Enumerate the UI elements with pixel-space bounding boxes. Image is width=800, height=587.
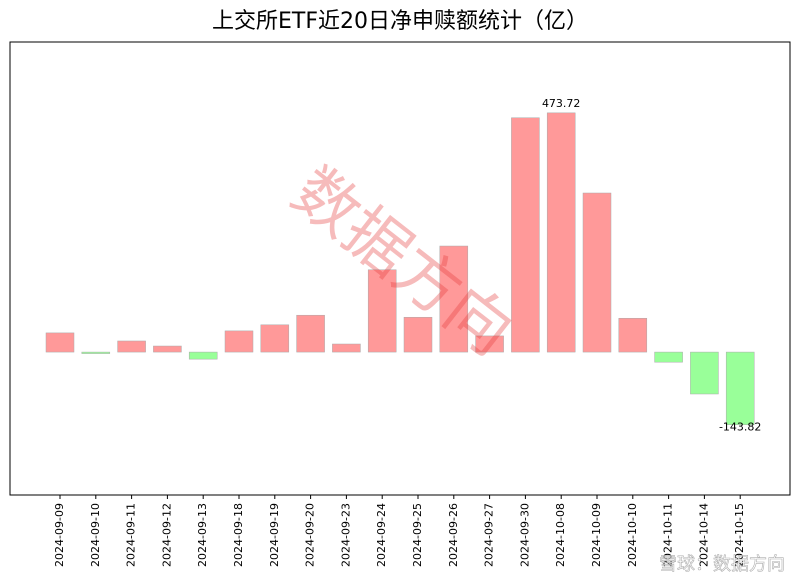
- bar: [582, 192, 612, 353]
- bar: [439, 245, 469, 353]
- bar: [654, 351, 683, 363]
- x-tick-label: 2024-09-10: [89, 503, 102, 567]
- bar: [725, 351, 755, 425]
- bar: [367, 269, 397, 353]
- bar: [618, 317, 648, 353]
- bar: [332, 343, 361, 353]
- bar: [546, 112, 576, 353]
- x-tick-label: 2024-09-19: [268, 503, 281, 567]
- chart-title: 上交所ETF近20日净申赎额统计（亿）: [212, 9, 588, 34]
- bar: [81, 351, 111, 354]
- bar: [475, 335, 504, 353]
- value-label: -143.82: [719, 421, 761, 434]
- bar: [153, 345, 182, 353]
- x-tick-label: 2024-09-20: [304, 503, 317, 567]
- x-tick-label: 2024-09-11: [125, 503, 138, 567]
- x-tick-label: 2024-09-13: [196, 503, 209, 567]
- x-tick-label: 2024-10-09: [590, 503, 603, 567]
- x-tick-label: 2024-09-30: [518, 503, 531, 567]
- x-tick-label: 2024-09-09: [53, 503, 66, 567]
- x-tick-label: 2024-09-18: [232, 503, 245, 567]
- x-tick-label: 2024-10-10: [626, 503, 639, 567]
- bar: [690, 351, 719, 395]
- bar: [117, 340, 146, 353]
- x-tick-label: 2024-10-15: [733, 503, 746, 567]
- x-tick-label: 2024-09-27: [483, 503, 496, 567]
- x-tick-label: 2024-09-24: [375, 503, 388, 567]
- x-tick-label: 2024-09-23: [339, 503, 352, 567]
- plot-frame: [9, 41, 791, 496]
- bar: [224, 330, 254, 353]
- x-tick-label: 2024-09-12: [160, 503, 173, 567]
- x-tick-label: 2024-10-11: [662, 503, 675, 567]
- footer-watermark: 雪球：数据方向: [659, 554, 785, 575]
- x-tick-label: 2024-10-14: [697, 503, 710, 567]
- value-label: 473.72: [542, 97, 581, 110]
- x-tick-label: 2024-10-08: [554, 503, 567, 567]
- bar: [188, 351, 218, 360]
- bar: [403, 316, 433, 353]
- bar: [296, 314, 325, 353]
- x-tick-label: 2024-09-26: [447, 503, 460, 567]
- bar: [45, 332, 75, 353]
- bar: [260, 324, 290, 353]
- bar: [511, 117, 540, 353]
- x-tick-label: 2024-09-25: [411, 503, 424, 567]
